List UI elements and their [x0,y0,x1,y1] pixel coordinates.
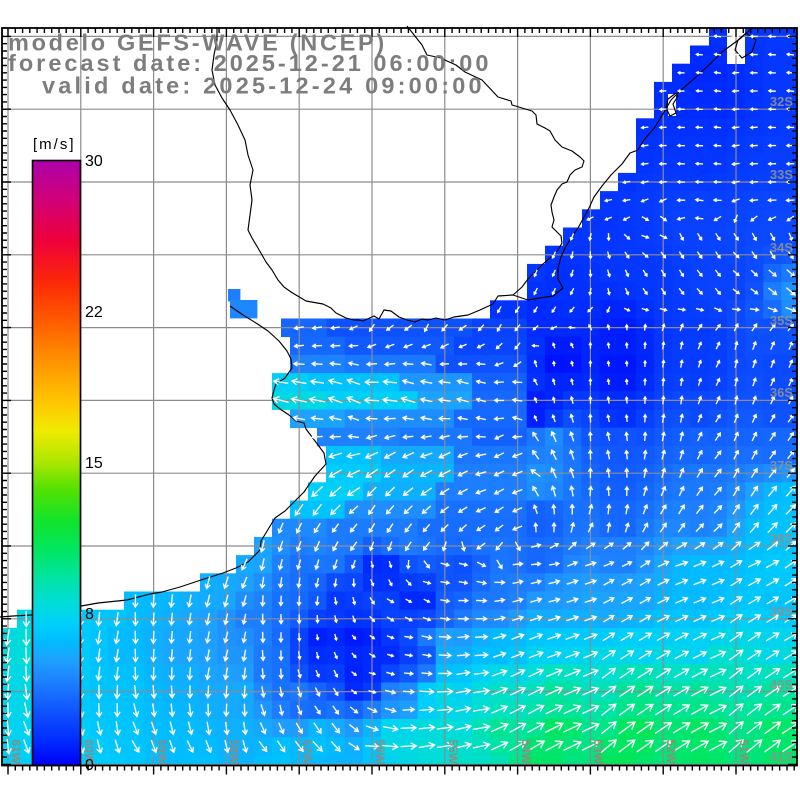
svg-text:57W: 57W [300,739,314,764]
svg-text:8: 8 [85,606,94,623]
svg-text:34S: 34S [770,240,793,255]
svg-text:22: 22 [85,304,103,321]
svg-text:30: 30 [85,153,103,170]
svg-text:41S: 41S [770,749,793,764]
svg-text:35S: 35S [770,313,793,328]
svg-text:38S: 38S [770,531,793,546]
svg-text:54W: 54W [519,739,533,764]
svg-text:36S: 36S [770,385,793,400]
svg-text:61W: 61W [9,739,23,764]
svg-text:55W: 55W [446,739,460,764]
svg-text:32S: 32S [770,94,793,109]
svg-text:52W: 52W [664,739,678,764]
svg-text:53W: 53W [591,739,605,764]
svg-text:37S: 37S [770,458,793,473]
svg-text:40S: 40S [770,677,793,692]
svg-text:0: 0 [85,757,94,774]
svg-text:valid date: 2025-12-24 09:00:0: valid date: 2025-12-24 09:00:00 [42,73,485,99]
svg-text:51W: 51W [737,739,751,764]
svg-text:[m/s]: [m/s] [33,136,76,153]
svg-text:15: 15 [85,455,103,472]
svg-text:58W: 58W [227,739,241,764]
svg-text:60W: 60W [82,739,96,764]
svg-text:33S: 33S [770,167,793,182]
svg-text:39S: 39S [770,604,793,619]
svg-text:modelo GEFS-WAVE (NCEP): modelo GEFS-WAVE (NCEP) [8,30,387,56]
svg-text:59W: 59W [155,739,169,764]
svg-text:56W: 56W [373,739,387,764]
svg-text:forecast date: 2025-12-21 06:0: forecast date: 2025-12-21 06:00:00 [8,50,491,76]
